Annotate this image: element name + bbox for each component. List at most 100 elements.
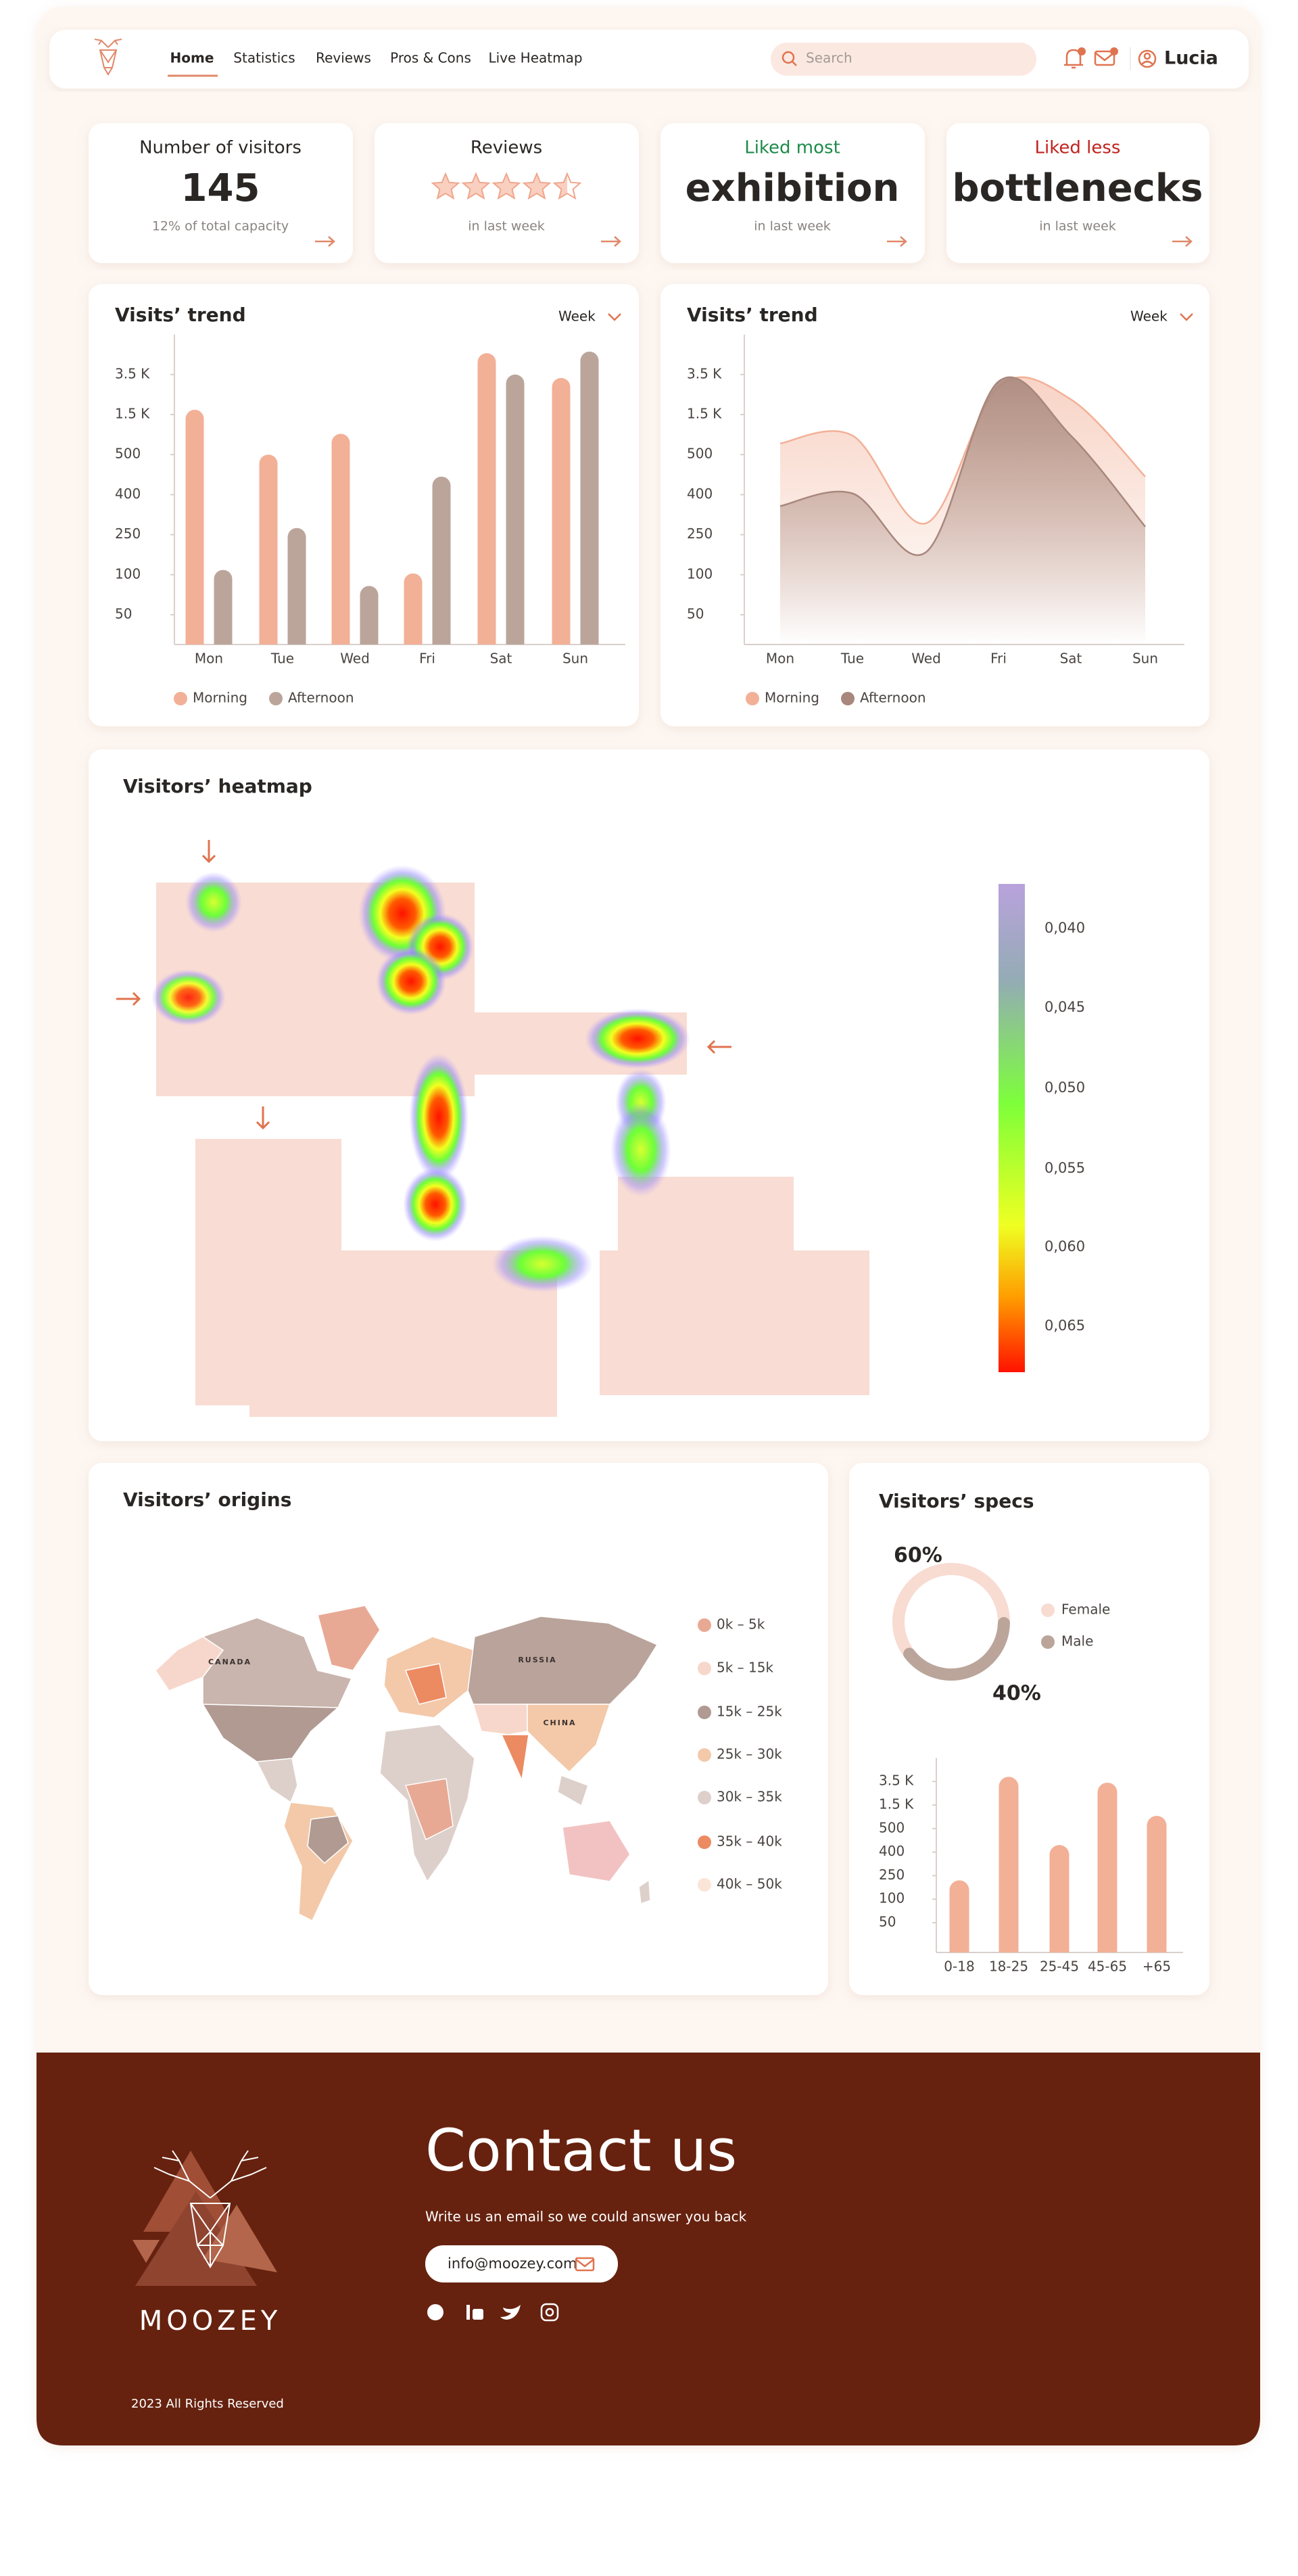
legend-label: 0k – 5k xyxy=(717,1616,765,1633)
origins-card xyxy=(89,1463,828,1995)
copyright: 2023 All Rights Reserved xyxy=(131,2397,284,2411)
bar xyxy=(477,353,496,645)
brand-name: MOOZEY xyxy=(139,2305,282,2337)
y-tick-label: 400 xyxy=(115,486,141,502)
legend-label: 40k – 50k xyxy=(717,1876,782,1892)
email-button[interactable] xyxy=(425,2245,618,2282)
notifications-icon[interactable] xyxy=(1064,47,1086,69)
heatmap-title: Visitors’ heatmap xyxy=(123,775,312,797)
search-icon xyxy=(782,51,795,64)
y-tick-label: 400 xyxy=(687,486,713,502)
x-tick-label: Tue xyxy=(270,651,294,667)
card-caption: in last week xyxy=(468,219,545,234)
x-tick-label: +65 xyxy=(1143,1959,1171,1975)
legend-label: Afternoon xyxy=(288,690,354,706)
origins-title: Visitors’ origins xyxy=(123,1489,291,1511)
legend-label: Male xyxy=(1061,1633,1093,1649)
y-tick-label: 500 xyxy=(879,1819,905,1835)
legend-label: Morning xyxy=(193,690,247,706)
bar xyxy=(287,528,306,645)
scale-label: 0,050 xyxy=(1044,1079,1085,1096)
legend-swatch xyxy=(698,1706,711,1719)
nav-item[interactable]: Statistics xyxy=(233,50,295,66)
donut-segment xyxy=(903,1617,1010,1681)
legend-swatch xyxy=(269,692,283,705)
y-tick-label: 1.5 K xyxy=(879,1796,914,1812)
messages-icon[interactable] xyxy=(1094,47,1118,66)
scale-label: 0,045 xyxy=(1044,999,1085,1015)
legend-swatch xyxy=(698,1835,711,1849)
y-tick-label: 500 xyxy=(115,446,141,462)
legend-label: 25k – 30k xyxy=(717,1746,782,1762)
y-tick-label: 50 xyxy=(115,606,132,622)
x-tick-label: 18-25 xyxy=(989,1959,1028,1975)
nav-item[interactable]: Pros & Cons xyxy=(390,50,471,66)
legend-swatch xyxy=(1041,1603,1055,1617)
legend-swatch xyxy=(698,1618,711,1632)
period-select[interactable]: Week xyxy=(558,308,596,325)
period-select[interactable]: Week xyxy=(1130,308,1168,325)
x-tick-label: Mon xyxy=(766,651,794,667)
star-outline xyxy=(522,172,552,200)
card-arrow xyxy=(601,236,621,247)
bar xyxy=(552,377,571,645)
logo xyxy=(94,39,122,76)
nav-item[interactable]: Live Heatmap xyxy=(488,50,582,66)
legend-swatch xyxy=(841,692,855,705)
specs-card xyxy=(849,1463,1209,1995)
bar xyxy=(1049,1845,1069,1952)
bar xyxy=(1147,1816,1167,1952)
bar xyxy=(331,434,350,645)
entrance-arrows xyxy=(116,840,731,1130)
donut-label: 40% xyxy=(992,1682,1041,1706)
nav-item[interactable]: Home xyxy=(170,50,214,66)
stat-card xyxy=(946,123,1209,263)
legend-label: Morning xyxy=(765,690,819,706)
card-arrow xyxy=(887,236,907,247)
x-tick-label: 25-45 xyxy=(1040,1959,1079,1975)
email-address[interactable]: info@moozey.com xyxy=(448,2255,577,2272)
period-chevron xyxy=(1180,313,1193,321)
x-tick-label: Sat xyxy=(490,651,512,667)
legend-label: Female xyxy=(1061,1601,1110,1618)
contact-text: Write us an email so we could answer you… xyxy=(425,2209,747,2225)
card-title: Liked most xyxy=(744,138,840,158)
scale-label: 0,055 xyxy=(1044,1160,1085,1176)
y-tick-label: 3.5 K xyxy=(687,365,722,381)
nav-item[interactable]: Reviews xyxy=(316,50,371,66)
user-icon[interactable] xyxy=(1138,49,1157,68)
social-icons[interactable] xyxy=(427,2303,559,2322)
x-tick-label: Tue xyxy=(840,651,864,667)
card-title: Number of visitors xyxy=(139,138,302,158)
legend-swatch xyxy=(174,692,187,705)
card-value: exhibition xyxy=(686,166,900,210)
donut-label: 60% xyxy=(894,1544,942,1568)
card-arrow xyxy=(1172,236,1193,247)
star-outline xyxy=(552,172,582,200)
y-tick-label: 100 xyxy=(879,1890,905,1906)
x-tick-label: Fri xyxy=(419,651,435,667)
card-title: Liked less xyxy=(1035,138,1121,158)
scale-label: 0,040 xyxy=(1044,920,1085,936)
email-icon xyxy=(575,2257,595,2272)
x-tick-label: Wed xyxy=(340,651,370,667)
bar xyxy=(506,374,525,645)
footer-logo xyxy=(133,2150,277,2286)
user-name[interactable]: Lucia xyxy=(1164,48,1218,69)
bar xyxy=(404,573,423,645)
footer xyxy=(37,2053,1260,2445)
card-caption: in last week xyxy=(1039,219,1116,234)
scale-label: 0,060 xyxy=(1044,1238,1085,1255)
bar xyxy=(1097,1782,1117,1952)
legend-label: 35k – 40k xyxy=(717,1833,782,1850)
bar xyxy=(214,569,233,645)
legend-swatch xyxy=(698,1748,711,1762)
card-value: 145 xyxy=(181,166,260,210)
bar xyxy=(259,454,278,645)
stat-card xyxy=(660,123,925,263)
search-box[interactable] xyxy=(771,43,1036,76)
chart-title: Visits’ trend xyxy=(687,304,818,326)
search-placeholder: Search xyxy=(806,50,852,66)
x-tick-label: Sun xyxy=(562,651,588,667)
navbar xyxy=(49,30,1249,89)
